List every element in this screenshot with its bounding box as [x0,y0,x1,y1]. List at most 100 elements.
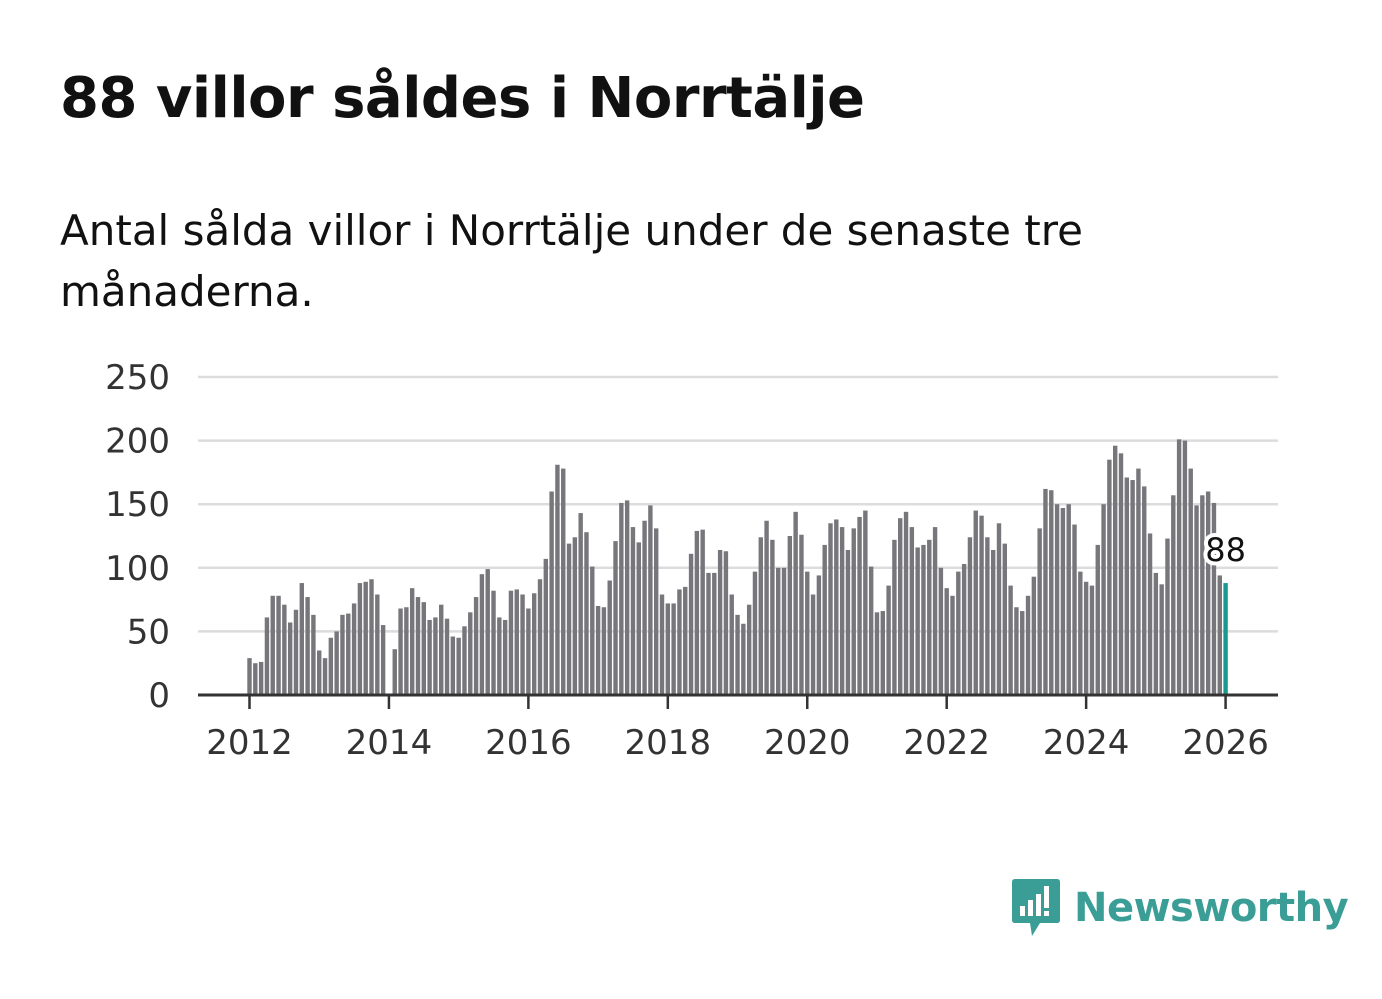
bar [961,563,967,695]
bar [485,569,490,695]
bar [247,658,252,695]
bar [1165,538,1170,695]
x-tick-label: 2020 [764,723,851,763]
bar [892,539,897,695]
bar-chart: 0 50 100 150 200 250 2012 2014 2016 2018 2020 2022 2… [105,358,1278,763]
bar [770,539,775,695]
bar [1101,504,1106,695]
bar [502,619,508,695]
bar [758,537,763,695]
newsworthy-logo-icon [1012,879,1060,936]
x-tick-label: 2016 [485,723,572,763]
bar [1060,508,1066,695]
bar [427,619,432,695]
y-tick-label: 100 [105,549,170,589]
bar [839,527,845,695]
bar [624,500,630,695]
bar [1049,490,1054,695]
bar [677,589,682,695]
bar [299,583,304,695]
bar [363,581,368,695]
bar [433,617,438,695]
bar [950,595,955,695]
y-tick-label: 150 [105,485,170,525]
bar [816,575,822,695]
bar [746,604,752,695]
bar [276,595,281,695]
bar [491,590,496,695]
bar [671,603,676,695]
bar [665,603,671,695]
bar [874,612,880,695]
bar [1176,439,1182,695]
bar [270,595,275,695]
bar [723,551,729,695]
bar [398,608,403,695]
chart-title: 88 villor såldes i Norrtälje [60,66,865,131]
bar [996,523,1002,695]
bar [287,622,293,695]
bar [497,617,502,695]
bar [305,597,310,695]
bar [514,589,519,695]
data-label-halo: 88 [1205,531,1246,569]
bar [555,464,560,695]
bar [717,549,723,695]
bar [706,572,711,695]
bar [1118,453,1124,695]
bar [1194,505,1199,695]
bar [868,566,874,695]
x-tick-label: 2012 [206,723,293,763]
y-tick-label: 0 [148,676,170,716]
chart-subtitle: Antal sålda villor i Norrtälje under de … [60,206,1083,316]
bar [810,594,816,695]
data-label: 88 [1205,531,1246,569]
bar [322,658,328,695]
bar [253,663,258,695]
bar [1014,607,1019,695]
bar [473,597,479,695]
bar [1020,611,1025,695]
bar [973,510,978,695]
bar [450,636,456,695]
bar [351,603,357,695]
bar [1200,495,1205,695]
bar [764,520,769,695]
bar [1136,468,1141,695]
bar [479,574,485,695]
bar [822,544,827,695]
bar [468,612,473,695]
bar [1142,486,1147,695]
bar [549,491,554,695]
bar [520,594,525,695]
bar [863,510,868,695]
bar [595,605,601,695]
bar [409,588,415,695]
bar [572,537,578,695]
bar [688,553,694,695]
bar [683,586,688,695]
bar [1147,533,1153,695]
bar [979,515,984,695]
bar [898,518,903,695]
bar-highlight [1223,583,1228,695]
bar [659,594,665,695]
bar [340,614,345,695]
bar [566,543,572,695]
bar [985,537,990,695]
bar [328,637,334,695]
bar [648,505,653,695]
bar [642,520,647,695]
bar [444,618,450,695]
bar [1217,575,1222,695]
bar [293,609,299,695]
bar [1205,491,1211,695]
bar [375,594,380,695]
axes [198,693,1278,709]
bar [967,537,973,695]
bar [619,502,624,695]
bar [264,617,270,695]
bar [1072,524,1077,695]
bar [415,597,421,695]
bar [735,614,740,695]
